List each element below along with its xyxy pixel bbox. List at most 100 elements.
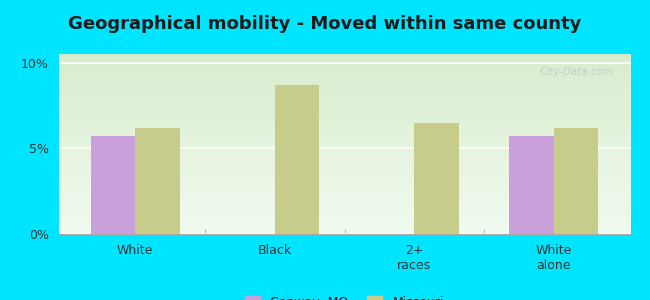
Bar [58, 72, 630, 74]
Bar [58, 112, 630, 113]
Bar [58, 173, 630, 175]
Bar [58, 104, 630, 106]
Bar [58, 77, 630, 79]
Bar [58, 122, 630, 124]
Bar [58, 126, 630, 128]
Text: City-Data.com: City-Data.com [540, 67, 614, 76]
Bar [58, 175, 630, 176]
Bar [58, 124, 630, 126]
Bar [58, 167, 630, 169]
Bar [58, 142, 630, 144]
Bar [58, 162, 630, 164]
Bar [58, 59, 630, 61]
Bar [58, 166, 630, 167]
Bar [58, 63, 630, 65]
Bar [58, 74, 630, 76]
Bar [58, 220, 630, 221]
Bar [58, 148, 630, 149]
Bar [58, 70, 630, 72]
Bar [58, 187, 630, 189]
Bar [58, 81, 630, 83]
Bar [58, 99, 630, 101]
Bar [58, 133, 630, 135]
Bar [58, 225, 630, 227]
Bar [58, 85, 630, 86]
Bar [90, 136, 135, 234]
Bar [135, 128, 180, 234]
Bar [58, 196, 630, 198]
Bar [58, 194, 630, 196]
Bar [58, 216, 630, 218]
Bar [58, 67, 630, 68]
Bar [58, 164, 630, 166]
Bar [58, 144, 630, 146]
Bar [58, 113, 630, 115]
Bar [58, 157, 630, 158]
Bar [58, 184, 630, 185]
Bar [58, 223, 630, 225]
Bar [58, 86, 630, 88]
Bar [58, 108, 630, 110]
Bar [58, 200, 630, 202]
Bar [58, 176, 630, 178]
Bar [58, 151, 630, 153]
Bar [58, 101, 630, 103]
Bar [58, 221, 630, 223]
Bar [58, 193, 630, 194]
Bar [58, 180, 630, 182]
Bar [58, 178, 630, 180]
Bar [58, 155, 630, 157]
Bar [58, 198, 630, 200]
Bar [58, 214, 630, 216]
Bar [58, 146, 630, 148]
Bar [58, 58, 630, 59]
Bar [58, 115, 630, 117]
Bar [58, 56, 630, 58]
Bar [58, 131, 630, 133]
Bar [554, 128, 599, 234]
Bar [58, 209, 630, 211]
Bar [58, 207, 630, 209]
Bar [58, 97, 630, 99]
Bar [58, 218, 630, 220]
Bar [58, 83, 630, 85]
Bar [58, 103, 630, 104]
Bar [58, 185, 630, 187]
Bar [509, 136, 554, 234]
Bar [58, 160, 630, 162]
Legend: Conway, MO, Missouri: Conway, MO, Missouri [240, 291, 448, 300]
Bar [58, 110, 630, 112]
Bar [58, 232, 630, 234]
Bar [58, 61, 630, 63]
Text: Geographical mobility - Moved within same county: Geographical mobility - Moved within sam… [68, 15, 582, 33]
Bar [58, 128, 630, 130]
Bar [58, 191, 630, 193]
Bar [58, 212, 630, 214]
Bar [58, 121, 630, 122]
Bar [58, 230, 630, 232]
Bar [58, 169, 630, 171]
Bar [58, 202, 630, 203]
Bar [58, 137, 630, 139]
Bar [58, 140, 630, 142]
Bar [414, 123, 459, 234]
Bar [58, 90, 630, 92]
Bar [58, 65, 630, 67]
Bar [58, 153, 630, 155]
Bar [58, 94, 630, 95]
Bar [58, 54, 630, 56]
Bar [58, 135, 630, 137]
Bar [58, 158, 630, 160]
Bar [58, 68, 630, 70]
Bar [58, 171, 630, 173]
Bar [58, 76, 630, 77]
Bar [58, 117, 630, 119]
Bar [58, 79, 630, 81]
Bar [58, 227, 630, 229]
Bar [58, 203, 630, 205]
Bar [58, 182, 630, 184]
Bar [58, 211, 630, 212]
Bar [58, 189, 630, 191]
Bar [58, 88, 630, 90]
Bar [275, 85, 319, 234]
